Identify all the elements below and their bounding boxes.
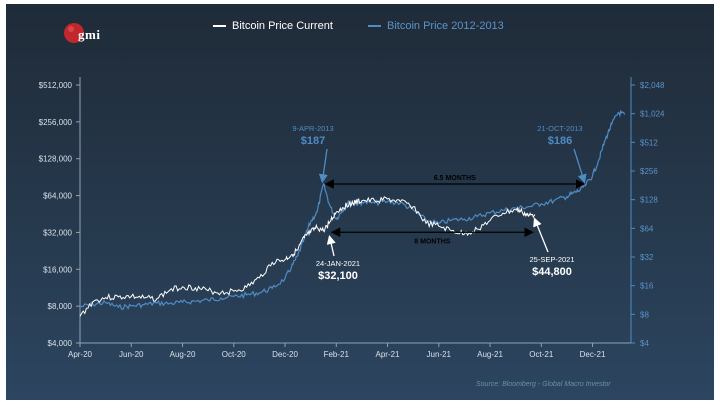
x-tick-label: Aug-21 bbox=[477, 350, 503, 359]
legend-swatch-current bbox=[213, 25, 226, 27]
right-tick-label: $64 bbox=[640, 224, 654, 233]
annotation-arrow-3 bbox=[533, 217, 549, 253]
left-tick-label: $128,000 bbox=[39, 155, 73, 164]
series-line-current bbox=[79, 196, 536, 317]
span-label-0: 6.5 MONTHS bbox=[434, 175, 476, 182]
x-tick-label: Jun-20 bbox=[119, 350, 144, 359]
annotation-date-0: 9-APR-2013 bbox=[292, 124, 333, 133]
left-tick-label: $512,000 bbox=[39, 81, 73, 90]
x-tick-label: Apr-20 bbox=[68, 350, 93, 359]
annotation-arrow-1 bbox=[573, 148, 587, 184]
right-tick-label: $32 bbox=[640, 253, 654, 262]
x-tick-label: Dec-21 bbox=[580, 350, 606, 359]
legend-current: Bitcoin Price Current bbox=[213, 20, 333, 32]
gmi-logo-icon bbox=[64, 23, 84, 43]
legend-swatch-historical bbox=[368, 25, 381, 27]
x-tick-label: Oct-21 bbox=[529, 350, 554, 359]
legend-current-label: Bitcoin Price Current bbox=[232, 20, 333, 32]
left-tick-label: $64,000 bbox=[43, 192, 72, 201]
x-tick-label: Jun-21 bbox=[427, 350, 452, 359]
logo-text: gmi bbox=[78, 27, 101, 42]
left-tick-label: $4,000 bbox=[48, 339, 73, 348]
left-tick-label: $8,000 bbox=[48, 302, 73, 311]
annotation-arrow-2 bbox=[326, 234, 336, 257]
x-tick-label: Oct-20 bbox=[222, 350, 247, 359]
x-tick-label: Feb-21 bbox=[324, 350, 350, 359]
annotation-price-2: $32,100 bbox=[318, 270, 358, 282]
right-tick-label: $512 bbox=[640, 138, 658, 147]
x-tick-label: Apr-21 bbox=[376, 350, 401, 359]
x-tick-label: Aug-20 bbox=[170, 350, 196, 359]
annotation-price-0: $187 bbox=[301, 135, 325, 147]
annotation-price-3: $44,800 bbox=[532, 266, 572, 278]
left-tick-label: $256,000 bbox=[39, 118, 73, 127]
annotation-date-2: 24-JAN-2021 bbox=[316, 259, 360, 268]
legend-historical: Bitcoin Price 2012-2013 bbox=[368, 20, 504, 32]
annotation-date-3: 25-SEP-2021 bbox=[529, 255, 574, 264]
annotation-arrow-0 bbox=[318, 148, 328, 184]
x-tick-label: Dec-20 bbox=[272, 350, 298, 359]
span-label-1: 8 MONTHS bbox=[414, 238, 451, 245]
right-tick-label: $4 bbox=[640, 339, 649, 348]
legend-historical-label: Bitcoin Price 2012-2013 bbox=[387, 20, 504, 32]
annotation-price-1: $186 bbox=[548, 135, 572, 147]
annotation-date-1: 21-OCT-2013 bbox=[537, 124, 582, 133]
right-tick-label: $8 bbox=[640, 310, 649, 319]
right-tick-label: $16 bbox=[640, 282, 654, 291]
left-tick-label: $32,000 bbox=[43, 228, 72, 237]
right-tick-label: $1,024 bbox=[640, 110, 665, 119]
right-tick-label: $256 bbox=[640, 167, 658, 176]
left-tick-label: $16,000 bbox=[43, 265, 72, 274]
source-note: Source: Bloomberg - Global Macro Investo… bbox=[476, 381, 611, 388]
right-tick-label: $2,048 bbox=[640, 81, 665, 90]
right-tick-label: $128 bbox=[640, 196, 658, 205]
